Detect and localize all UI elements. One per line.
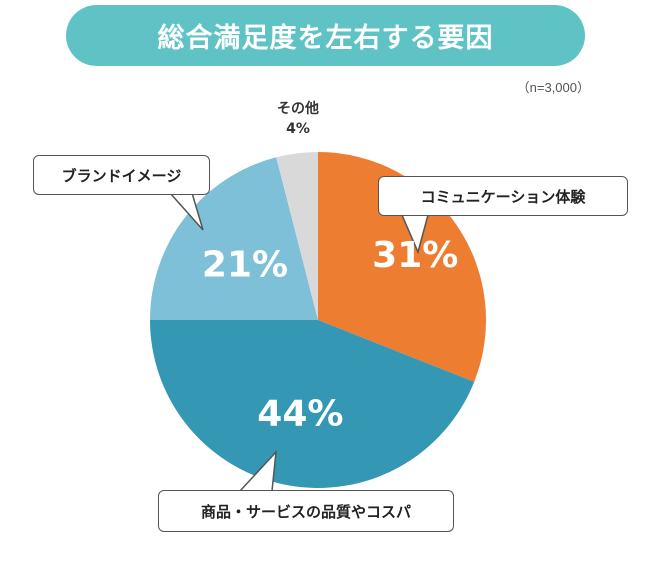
value-label-brand-image: 21% xyxy=(202,244,288,285)
chart-title: 総合満足度を左右する要因 xyxy=(157,23,494,54)
slice-product-quality xyxy=(150,320,475,489)
callout-brand-image-text: ブランドイメージ xyxy=(61,166,182,185)
value-label-product-quality: 44% xyxy=(257,393,343,434)
callout-communication-experience: コミュニケーション体験 xyxy=(378,176,628,216)
sample-size-note: （n=3,000） xyxy=(516,80,590,95)
other-slice-value: 4% xyxy=(286,121,310,137)
other-slice-name: その他 xyxy=(277,101,319,117)
callout-product-quality: 商品・サービスの品質やコスパ xyxy=(158,490,454,532)
callout-communication-experience-text: コミュニケーション体験 xyxy=(420,187,586,206)
title-banner: 総合満足度を左右する要因 xyxy=(66,5,585,66)
callout-product-quality-text: 商品・サービスの品質やコスパ xyxy=(200,502,411,521)
slice-brand-image xyxy=(150,157,318,320)
slice-other xyxy=(276,152,318,320)
value-label-communication-experience: 31% xyxy=(372,235,458,276)
callout-brand-image: ブランドイメージ xyxy=(33,155,210,195)
other-slice-label: その他 4% xyxy=(268,99,328,139)
